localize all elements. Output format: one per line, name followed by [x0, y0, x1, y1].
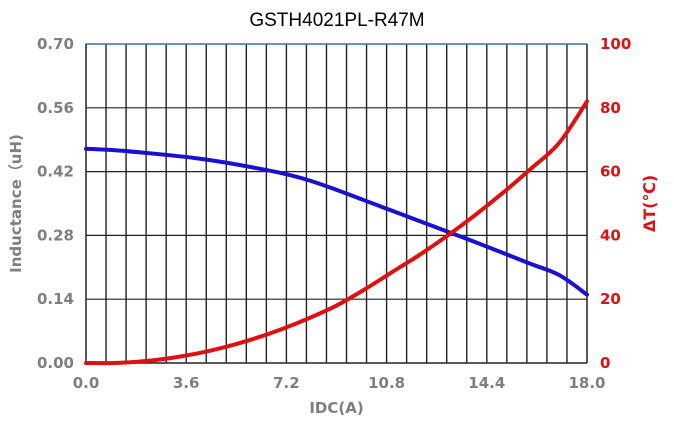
plot-frame — [85, 43, 588, 364]
chart-title: GSTH4021PL-R47M — [249, 10, 424, 31]
y-axis-label: Inductance（uH) — [7, 134, 25, 273]
x-tick-label: 3.6 — [173, 374, 200, 392]
y2-axis-label: ΔT(℃) — [640, 175, 659, 232]
y-tick-label: 0.70 — [37, 35, 74, 53]
y2-tick-label: 20 — [600, 290, 621, 308]
y2-tick-label: 100 — [600, 35, 631, 53]
y2-tick-label: 80 — [600, 99, 621, 117]
y2-tick-label: 0 — [600, 354, 610, 372]
x-tick-labels: 0.0 3.6 7.2 10.8 14.4 18.0 — [73, 374, 606, 392]
x-tick-label: 0.0 — [73, 374, 100, 392]
series-layer — [84, 99, 589, 366]
y-tick-label: 0.42 — [37, 163, 74, 181]
y-tick-label: 0.14 — [37, 290, 74, 308]
x-axis-label: IDC(A) — [309, 399, 363, 417]
x-tick-label: 7.2 — [273, 374, 300, 392]
y-tick-labels: 0.00 0.14 0.28 0.42 0.56 0.70 — [37, 35, 74, 372]
y2-tick-label: 60 — [600, 163, 621, 181]
x-tick-label: 18.0 — [568, 374, 605, 392]
y2-tick-label: 40 — [600, 226, 621, 244]
y2-tick-labels: 0 20 40 60 80 100 — [600, 35, 631, 372]
x-tick-label: 10.8 — [368, 374, 405, 392]
inductance-line — [84, 146, 589, 297]
grid — [86, 44, 587, 363]
y-tick-label: 0.28 — [37, 226, 74, 244]
y-tick-label: 0.00 — [37, 354, 74, 372]
temperature-rise-line — [84, 99, 589, 366]
x-tick-label: 14.4 — [468, 374, 505, 392]
y-tick-label: 0.56 — [37, 99, 74, 117]
